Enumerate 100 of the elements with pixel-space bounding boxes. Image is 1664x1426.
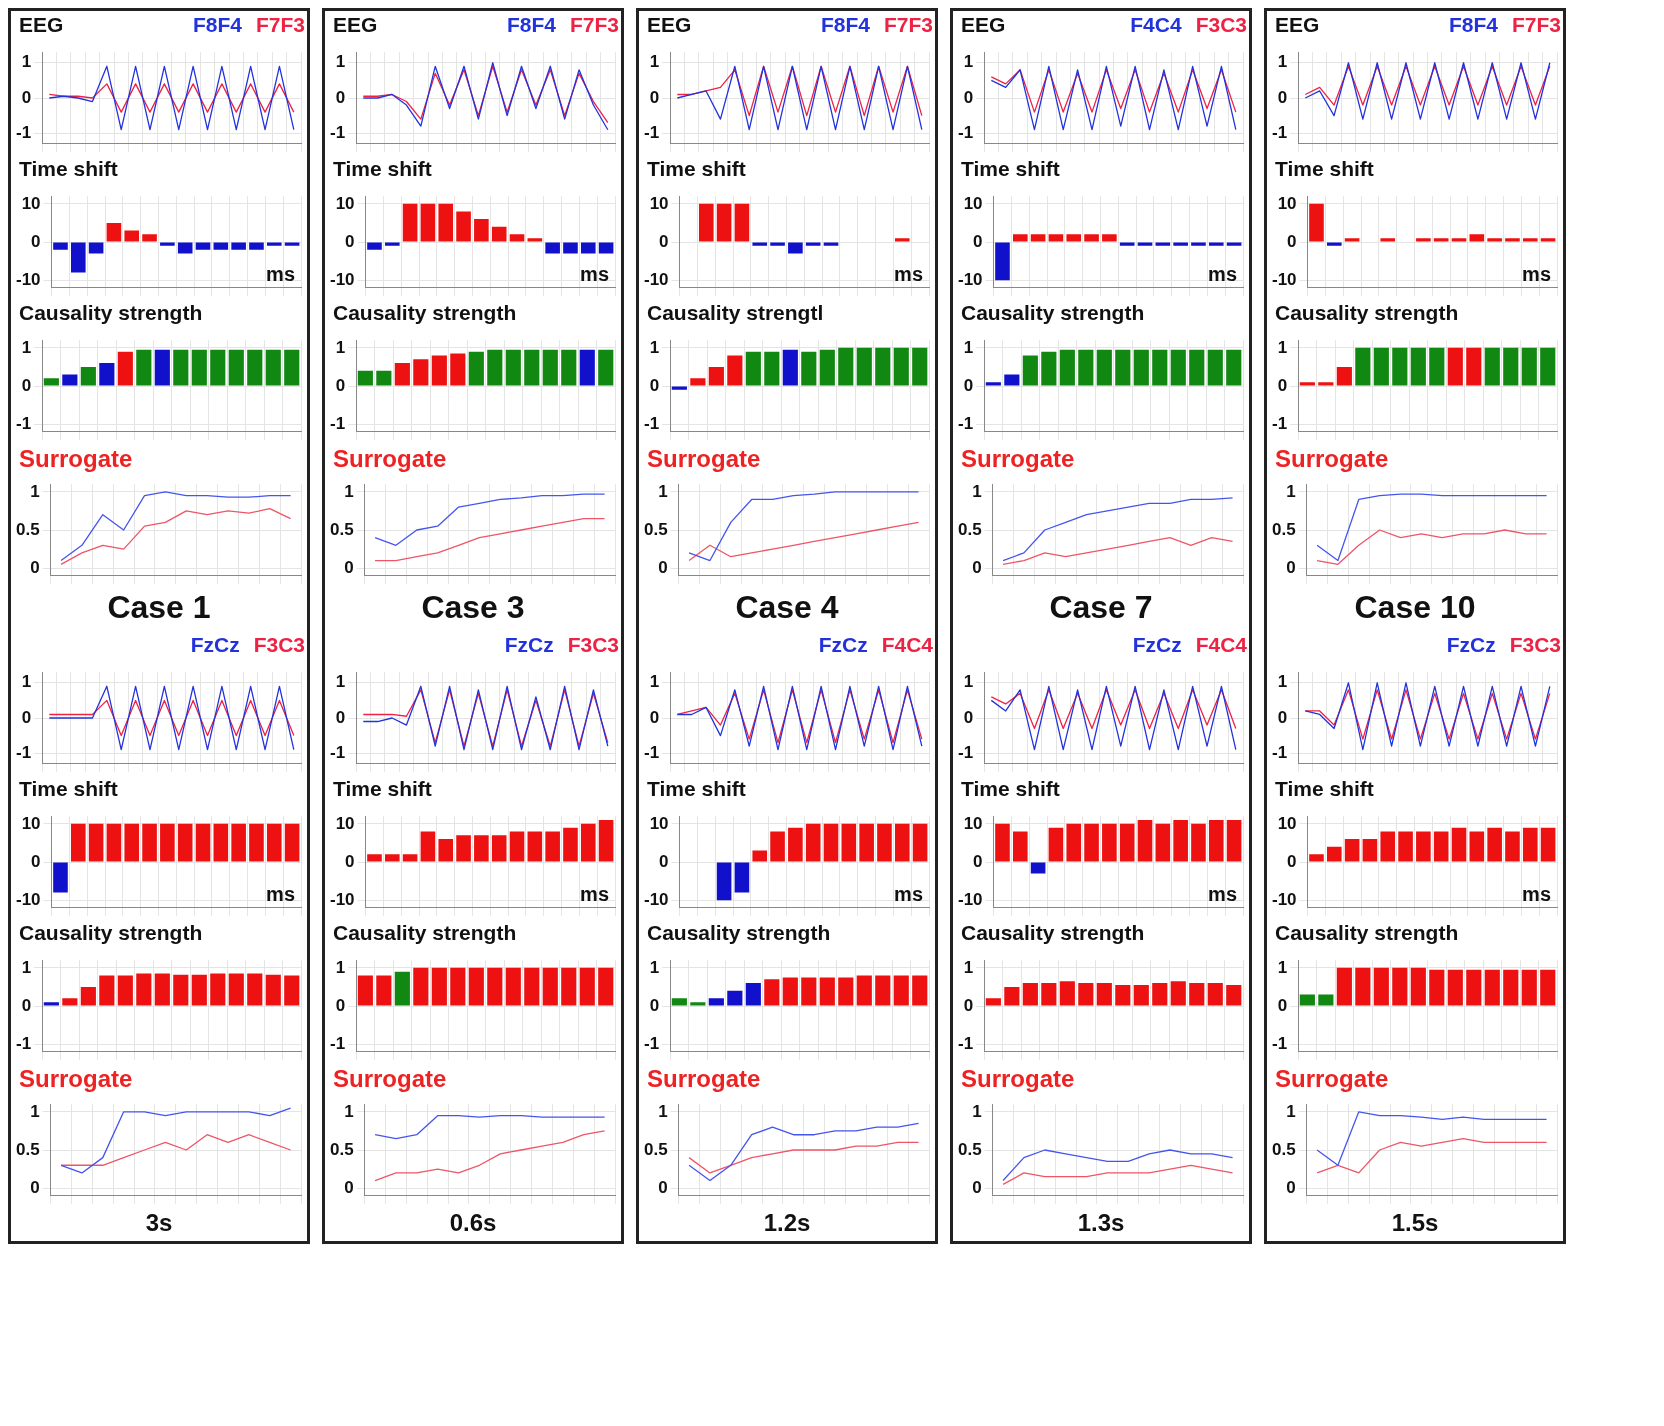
bar <box>1102 823 1117 862</box>
bar <box>1309 203 1324 242</box>
y-tick-label: 1 <box>344 481 354 501</box>
bar <box>1433 831 1449 862</box>
bar <box>284 975 300 1006</box>
bar <box>1059 349 1075 386</box>
y-tick-label: 0 <box>963 87 974 107</box>
text: F3C3 <box>253 633 305 657</box>
bar <box>1173 820 1188 862</box>
bar <box>1522 238 1538 242</box>
y-tick-label: -1 <box>15 413 32 433</box>
y-tick-label: 0 <box>1277 87 1288 107</box>
bar <box>376 370 392 386</box>
bar <box>580 823 596 862</box>
y-tick-label: -1 <box>329 742 346 762</box>
y-tick-label: 0 <box>1277 707 1288 727</box>
bar <box>1362 839 1378 862</box>
bar <box>1466 347 1482 386</box>
annotation: ms <box>1208 263 1237 286</box>
bar <box>1447 969 1463 1006</box>
bar <box>456 835 471 862</box>
bar <box>1433 238 1449 242</box>
bar <box>1540 347 1556 386</box>
bar <box>734 203 750 242</box>
chart-title: Causality strength <box>647 921 831 945</box>
bar <box>431 355 447 386</box>
y-tick-label: 0.5 <box>15 519 40 539</box>
bar <box>384 242 400 246</box>
y-tick-label: -10 <box>957 889 983 909</box>
y-tick-label: 0 <box>658 557 668 577</box>
bar <box>1133 349 1149 386</box>
series-label: F4C4 <box>1195 633 1247 657</box>
bar <box>841 823 857 862</box>
bar <box>1096 983 1112 1006</box>
bar <box>1207 349 1223 386</box>
y-tick-label: -1 <box>329 1033 346 1053</box>
bar <box>80 366 96 386</box>
bar <box>213 242 229 250</box>
bar <box>1084 823 1099 862</box>
bar <box>764 351 780 386</box>
y-tick-label: 0 <box>649 87 660 107</box>
bar <box>770 242 785 246</box>
bar <box>62 374 78 386</box>
y-tick-label: -1 <box>1271 742 1288 762</box>
bar <box>1410 967 1426 1006</box>
bar <box>210 349 226 386</box>
bar <box>875 347 891 386</box>
bar <box>745 351 761 386</box>
y-tick-label: 0.5 <box>957 1139 982 1159</box>
series-label: F3C3 <box>567 633 619 657</box>
bar <box>1487 827 1502 862</box>
y-tick-label: -1 <box>957 413 974 433</box>
bar <box>893 975 909 1006</box>
bar <box>367 854 382 862</box>
y-tick-label: 0 <box>649 707 660 727</box>
bar <box>191 974 207 1006</box>
bar <box>99 363 115 386</box>
bar <box>413 967 429 1006</box>
chart-title: EEG <box>647 13 692 37</box>
bar <box>43 1002 59 1006</box>
y-tick-label: 1 <box>1286 1101 1296 1121</box>
bar <box>1503 347 1519 386</box>
chart-title: Time shift <box>1275 777 1374 801</box>
bar <box>1416 831 1431 862</box>
chart-title: Causality strength <box>333 921 517 945</box>
bar <box>1355 347 1371 386</box>
bar <box>734 862 750 893</box>
series-label: FzCz <box>818 633 868 657</box>
bar <box>1336 967 1352 1006</box>
y-tick-label: 0 <box>963 375 974 395</box>
y-tick-label: -1 <box>15 742 32 762</box>
bar <box>838 977 854 1006</box>
bar <box>1484 347 1500 386</box>
bar <box>542 967 558 1006</box>
bar <box>1505 831 1520 862</box>
y-tick-label: 0 <box>659 231 669 251</box>
y-tick-label: 1 <box>344 1101 354 1121</box>
bar <box>877 823 892 862</box>
bar <box>231 242 246 250</box>
y-tick-label: 0 <box>1286 1177 1296 1197</box>
bar <box>1048 827 1064 862</box>
bar <box>357 370 373 386</box>
y-tick-label: -10 <box>643 269 669 289</box>
bar <box>1119 823 1135 862</box>
bar <box>1059 981 1075 1006</box>
bar <box>1540 238 1556 242</box>
series-label: F7F3 <box>569 13 619 37</box>
y-tick-label: -1 <box>957 122 974 142</box>
bar <box>788 242 803 254</box>
bar <box>284 349 300 386</box>
bar <box>561 967 577 1006</box>
y-tick-label: 0 <box>345 851 355 871</box>
bar <box>491 226 507 242</box>
bar <box>579 967 595 1006</box>
bar <box>801 351 817 386</box>
bar <box>1398 831 1413 862</box>
chart-title: Surrogate <box>961 1065 1075 1093</box>
series-label: FzCz <box>1132 633 1182 657</box>
y-tick-label: 0 <box>21 375 32 395</box>
y-tick-label: 0 <box>335 707 346 727</box>
